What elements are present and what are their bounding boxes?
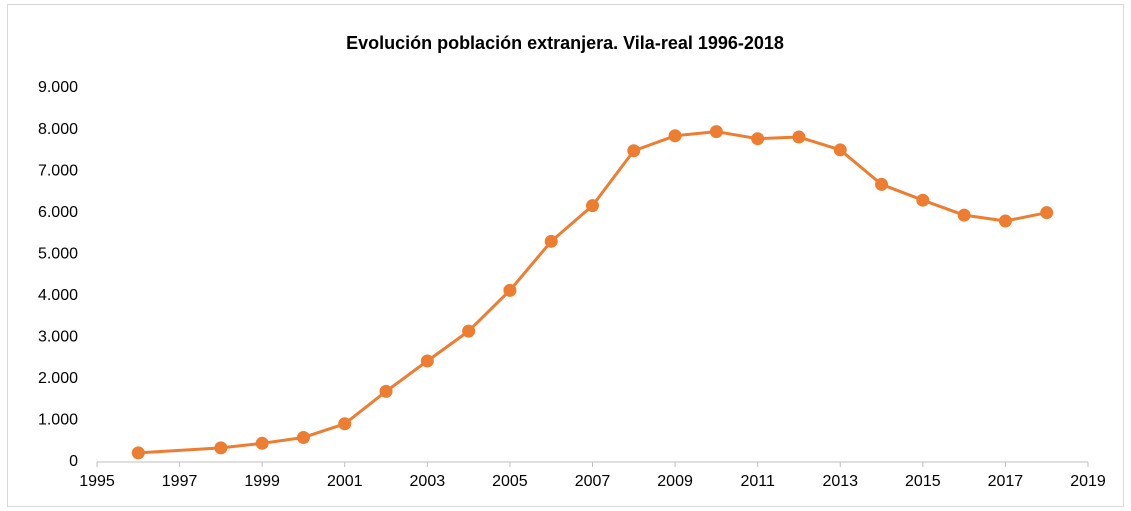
x-tick-label: 2017 xyxy=(988,473,1024,490)
y-tick-label: 2.000 xyxy=(38,370,78,387)
data-point xyxy=(627,144,641,158)
x-tick-label: 2009 xyxy=(657,473,693,490)
data-point xyxy=(792,130,806,144)
data-point xyxy=(131,446,145,460)
data-point xyxy=(255,436,269,450)
data-point xyxy=(296,430,310,444)
data-point xyxy=(503,283,517,297)
y-tick-label: 0 xyxy=(69,453,78,470)
x-tick-label: 1997 xyxy=(162,473,198,490)
y-tick-label: 7.000 xyxy=(38,162,78,179)
y-tick-label: 3.000 xyxy=(38,329,78,346)
data-point xyxy=(214,441,228,455)
x-tick-label: 2003 xyxy=(410,473,446,490)
x-tick-label: 2013 xyxy=(822,473,858,490)
data-point xyxy=(957,208,971,222)
x-tick-label: 2011 xyxy=(740,473,775,490)
data-point xyxy=(1040,206,1054,220)
data-point xyxy=(668,129,682,143)
y-tick-label: 4.000 xyxy=(38,287,78,304)
y-tick-label: 8.000 xyxy=(38,121,78,138)
data-point xyxy=(998,214,1012,228)
chart-title: Evolución población extranjera. Vila-rea… xyxy=(346,33,784,53)
series-line xyxy=(138,130,1048,455)
data-point xyxy=(586,199,599,213)
data-point xyxy=(462,324,476,338)
chart-border xyxy=(7,4,1124,507)
data-point xyxy=(379,384,393,398)
x-tick-label: 2007 xyxy=(575,473,611,490)
x-tick-label: 1999 xyxy=(244,473,280,490)
x-tick-label: 2005 xyxy=(492,473,528,490)
data-point xyxy=(833,143,847,157)
x-tick-label: 2015 xyxy=(905,473,941,490)
data-point xyxy=(544,234,558,248)
data-point xyxy=(916,193,930,207)
x-tick-label: 1995 xyxy=(79,473,115,490)
data-point xyxy=(751,132,765,146)
y-tick-label: 1.000 xyxy=(38,412,78,429)
x-tick-label: 2019 xyxy=(1070,473,1106,490)
y-tick-label: 6.000 xyxy=(38,204,78,221)
data-point xyxy=(338,417,352,431)
x-tick-label: 2001 xyxy=(327,473,363,490)
data-point xyxy=(420,354,434,368)
data-point xyxy=(875,177,889,191)
y-tick-label: 9.000 xyxy=(38,79,78,96)
data-point xyxy=(709,125,723,139)
y-tick-label: 5.000 xyxy=(38,245,78,262)
